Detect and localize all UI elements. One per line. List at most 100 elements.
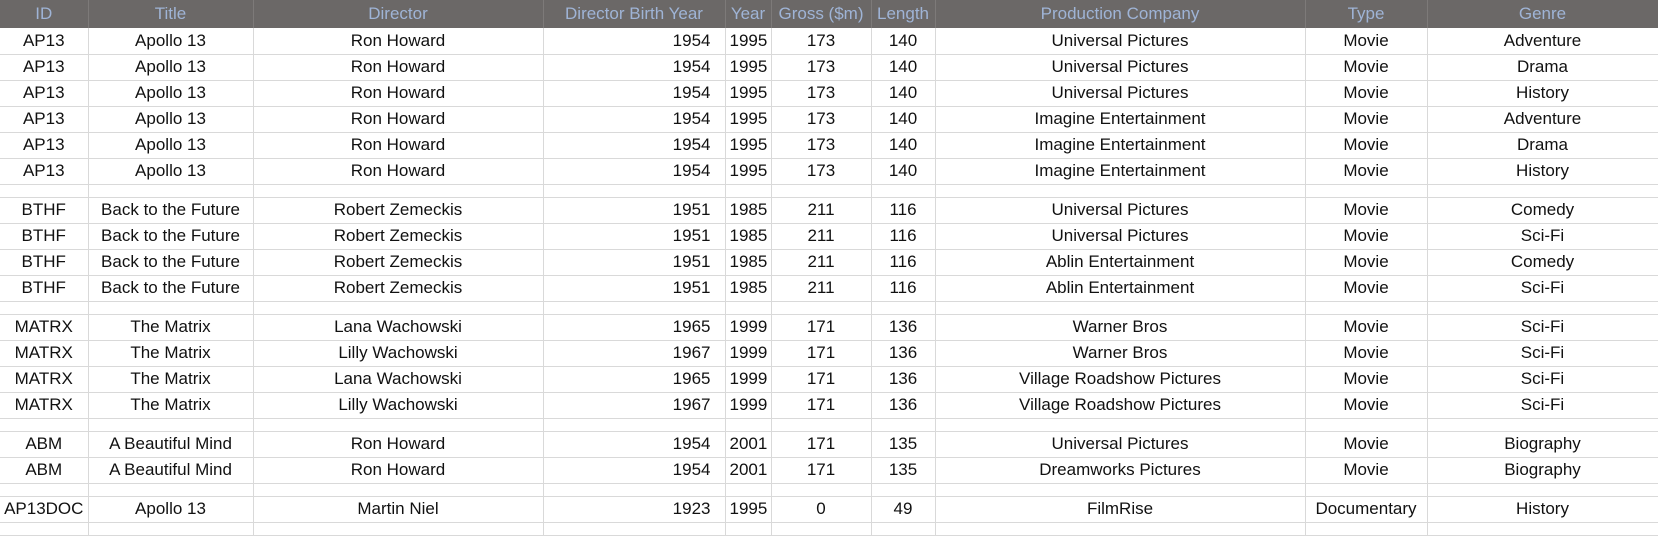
cell-year[interactable]: 1999 [725,392,772,419]
cell-production-company[interactable]: Universal Pictures [935,223,1306,250]
cell-director[interactable]: Ron Howard [253,28,544,55]
cell-title[interactable]: Apollo 13 [88,132,254,159]
cell-type[interactable]: Movie [1305,28,1428,55]
empty-cell[interactable] [253,418,544,432]
cell-length[interactable]: 140 [871,132,936,159]
header-title[interactable]: Title [88,0,254,28]
cell-id[interactable]: BTHF [0,275,89,302]
cell-length[interactable]: 116 [871,223,936,250]
cell-director-birth-year[interactable]: 1954 [543,132,726,159]
empty-cell[interactable] [725,483,772,497]
cell-genre[interactable]: Sci-Fi [1427,392,1658,419]
cell-gross[interactable]: 173 [771,132,872,159]
cell-type[interactable]: Movie [1305,314,1428,341]
cell-title[interactable]: The Matrix [88,392,254,419]
cell-year[interactable]: 1995 [725,28,772,55]
cell-type[interactable]: Movie [1305,197,1428,224]
cell-gross[interactable]: 171 [771,392,872,419]
cell-director[interactable]: Ron Howard [253,158,544,185]
cell-title[interactable]: The Matrix [88,340,254,367]
cell-gross[interactable]: 173 [771,28,872,55]
cell-type[interactable]: Movie [1305,80,1428,107]
empty-cell[interactable] [88,301,254,315]
empty-cell[interactable] [543,301,726,315]
header-type[interactable]: Type [1305,0,1428,28]
cell-id[interactable]: AP13 [0,28,89,55]
cell-director-birth-year[interactable]: 1954 [543,54,726,81]
cell-title[interactable]: The Matrix [88,366,254,393]
cell-length[interactable]: 136 [871,366,936,393]
cell-id[interactable]: AP13 [0,158,89,185]
header-genre[interactable]: Genre [1427,0,1658,28]
empty-cell[interactable] [1427,301,1658,315]
cell-director[interactable]: Lilly Wachowski [253,340,544,367]
cell-production-company[interactable]: Village Roadshow Pictures [935,392,1306,419]
empty-cell[interactable] [935,184,1306,198]
empty-cell[interactable] [0,483,89,497]
cell-production-company[interactable]: Universal Pictures [935,28,1306,55]
cell-title[interactable]: Apollo 13 [88,80,254,107]
cell-director[interactable]: Lana Wachowski [253,366,544,393]
cell-year[interactable]: 1995 [725,132,772,159]
header-year[interactable]: Year [725,0,772,28]
cell-length[interactable]: 136 [871,392,936,419]
empty-cell[interactable] [935,418,1306,432]
cell-id[interactable]: MATRX [0,366,89,393]
empty-cell[interactable] [771,522,872,536]
cell-director[interactable]: Martin Niel [253,496,544,523]
cell-genre[interactable]: Sci-Fi [1427,366,1658,393]
cell-title[interactable]: Back to the Future [88,275,254,302]
cell-director-birth-year[interactable]: 1954 [543,28,726,55]
cell-director[interactable]: Ron Howard [253,54,544,81]
cell-genre[interactable]: Sci-Fi [1427,314,1658,341]
cell-id[interactable]: ABM [0,431,89,458]
cell-gross[interactable]: 211 [771,249,872,276]
empty-cell[interactable] [88,184,254,198]
cell-year[interactable]: 1995 [725,158,772,185]
header-gross[interactable]: Gross ($m) [771,0,872,28]
cell-director-birth-year[interactable]: 1967 [543,392,726,419]
cell-id[interactable]: AP13 [0,132,89,159]
empty-cell[interactable] [871,522,936,536]
cell-type[interactable]: Movie [1305,431,1428,458]
cell-title[interactable]: Apollo 13 [88,28,254,55]
cell-length[interactable]: 49 [871,496,936,523]
cell-production-company[interactable]: Imagine Entertainment [935,132,1306,159]
cell-length[interactable]: 116 [871,275,936,302]
cell-id[interactable]: MATRX [0,314,89,341]
cell-genre[interactable]: Adventure [1427,28,1658,55]
header-director[interactable]: Director [253,0,544,28]
cell-director-birth-year[interactable]: 1951 [543,223,726,250]
cell-title[interactable]: Back to the Future [88,197,254,224]
empty-cell[interactable] [0,301,89,315]
empty-cell[interactable] [253,184,544,198]
cell-gross[interactable]: 211 [771,197,872,224]
cell-id[interactable]: AP13DOC [0,496,89,523]
cell-length[interactable]: 140 [871,80,936,107]
cell-gross[interactable]: 171 [771,314,872,341]
header-production-company[interactable]: Production Company [935,0,1306,28]
empty-cell[interactable] [935,301,1306,315]
cell-genre[interactable]: Comedy [1427,249,1658,276]
cell-type[interactable]: Movie [1305,340,1428,367]
cell-genre[interactable]: Comedy [1427,197,1658,224]
cell-director-birth-year[interactable]: 1954 [543,80,726,107]
cell-length[interactable]: 140 [871,158,936,185]
cell-type[interactable]: Movie [1305,392,1428,419]
empty-cell[interactable] [871,184,936,198]
empty-cell[interactable] [1305,522,1428,536]
empty-cell[interactable] [543,418,726,432]
cell-year[interactable]: 1985 [725,249,772,276]
empty-cell[interactable] [1427,184,1658,198]
empty-cell[interactable] [543,184,726,198]
cell-year[interactable]: 1985 [725,275,772,302]
cell-length[interactable]: 135 [871,457,936,484]
cell-production-company[interactable]: Universal Pictures [935,431,1306,458]
empty-cell[interactable] [725,184,772,198]
cell-production-company[interactable]: FilmRise [935,496,1306,523]
empty-cell[interactable] [0,522,89,536]
cell-title[interactable]: Back to the Future [88,249,254,276]
cell-director-birth-year[interactable]: 1951 [543,275,726,302]
empty-cell[interactable] [1305,418,1428,432]
cell-id[interactable]: ABM [0,457,89,484]
